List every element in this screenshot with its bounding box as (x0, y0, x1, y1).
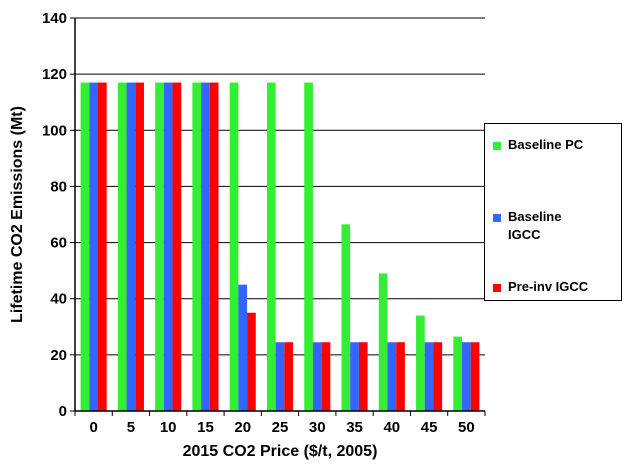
bar-pre-inv-igcc (358, 342, 368, 411)
bar-baseline-pc (80, 82, 90, 412)
bar-baseline-igcc (201, 82, 210, 412)
bar-pre-inv-igcc (433, 342, 443, 411)
y-tick-label: 80 (50, 178, 67, 195)
bar-baseline-pc (192, 82, 202, 412)
bar-baseline-pc (304, 82, 313, 412)
x-tick-label: 25 (272, 419, 289, 436)
bar-baseline-igcc (275, 342, 285, 411)
legend-item-pre-inv-igcc: Pre-inv IGCC (493, 278, 619, 296)
x-tick-label: 5 (127, 419, 135, 436)
legend-label-baseline-pc: Baseline PC (508, 137, 584, 152)
bar-baseline-igcc (238, 284, 248, 411)
x-tick-label: 10 (160, 419, 177, 436)
legend-label-baseline-igcc: Baseline IGCC (508, 209, 562, 242)
bar-baseline-pc (266, 82, 276, 412)
y-tick-label: 140 (42, 10, 67, 27)
bar-pre-inv-igcc (247, 312, 256, 411)
bar-pre-inv-igcc (321, 342, 331, 411)
chart-legend: Baseline PC Baseline IGCC Pre-inv IGCC (484, 123, 622, 301)
bar-baseline-igcc (424, 342, 434, 411)
legend-swatch-pre-inv-igcc (493, 284, 501, 292)
bar-pre-inv-igcc (396, 342, 405, 411)
legend-swatch-baseline-pc (493, 142, 501, 150)
bar-pre-inv-igcc (284, 342, 294, 411)
bar-baseline-pc (378, 273, 388, 411)
x-tick-label: 35 (346, 419, 363, 436)
bar-baseline-pc (117, 82, 127, 412)
bar-baseline-pc (155, 82, 164, 412)
bar-baseline-pc (453, 336, 463, 411)
y-axis-title: Lifetime CO2 Emissions (Mt) (9, 106, 26, 323)
x-tick-label: 40 (383, 419, 400, 436)
x-tick-label: 50 (458, 419, 475, 436)
bar-baseline-pc (341, 224, 351, 411)
bar-baseline-igcc (350, 342, 359, 411)
x-tick-label: 30 (309, 419, 326, 436)
x-tick-label: 15 (197, 419, 214, 436)
bar-baseline-igcc (126, 82, 136, 412)
legend-item-baseline-pc: Baseline PC (493, 136, 619, 154)
bar-pre-inv-igcc (209, 82, 219, 412)
bar-baseline-igcc (312, 342, 322, 411)
y-tick-label: 0 (59, 403, 67, 420)
bar-baseline-pc (416, 315, 425, 411)
bar-pre-inv-igcc (172, 82, 182, 412)
x-tick-label: 45 (421, 419, 438, 436)
legend-swatch-baseline-igcc (493, 214, 501, 222)
legend-item-baseline-igcc: Baseline IGCC (493, 208, 619, 244)
y-tick-label: 100 (42, 122, 67, 139)
bar-baseline-igcc (89, 82, 98, 412)
x-tick-label: 0 (89, 419, 97, 436)
bar-pre-inv-igcc (135, 82, 144, 412)
y-tick-label: 60 (50, 235, 67, 252)
bar-pre-inv-igcc (97, 82, 107, 412)
x-axis-title: 2015 CO2 Price ($/t, 2005) (183, 443, 378, 460)
bar-baseline-igcc (163, 82, 173, 412)
y-tick-label: 20 (50, 347, 67, 364)
legend-label-pre-inv-igcc: Pre-inv IGCC (508, 279, 589, 294)
bar-baseline-igcc (462, 342, 471, 411)
bar-baseline-igcc (387, 342, 397, 411)
bar-baseline-pc (229, 82, 239, 412)
x-tick-label: 20 (234, 419, 251, 436)
y-tick-label: 40 (50, 291, 67, 308)
y-tick-label: 120 (42, 66, 67, 83)
bar-pre-inv-igcc (470, 342, 480, 411)
